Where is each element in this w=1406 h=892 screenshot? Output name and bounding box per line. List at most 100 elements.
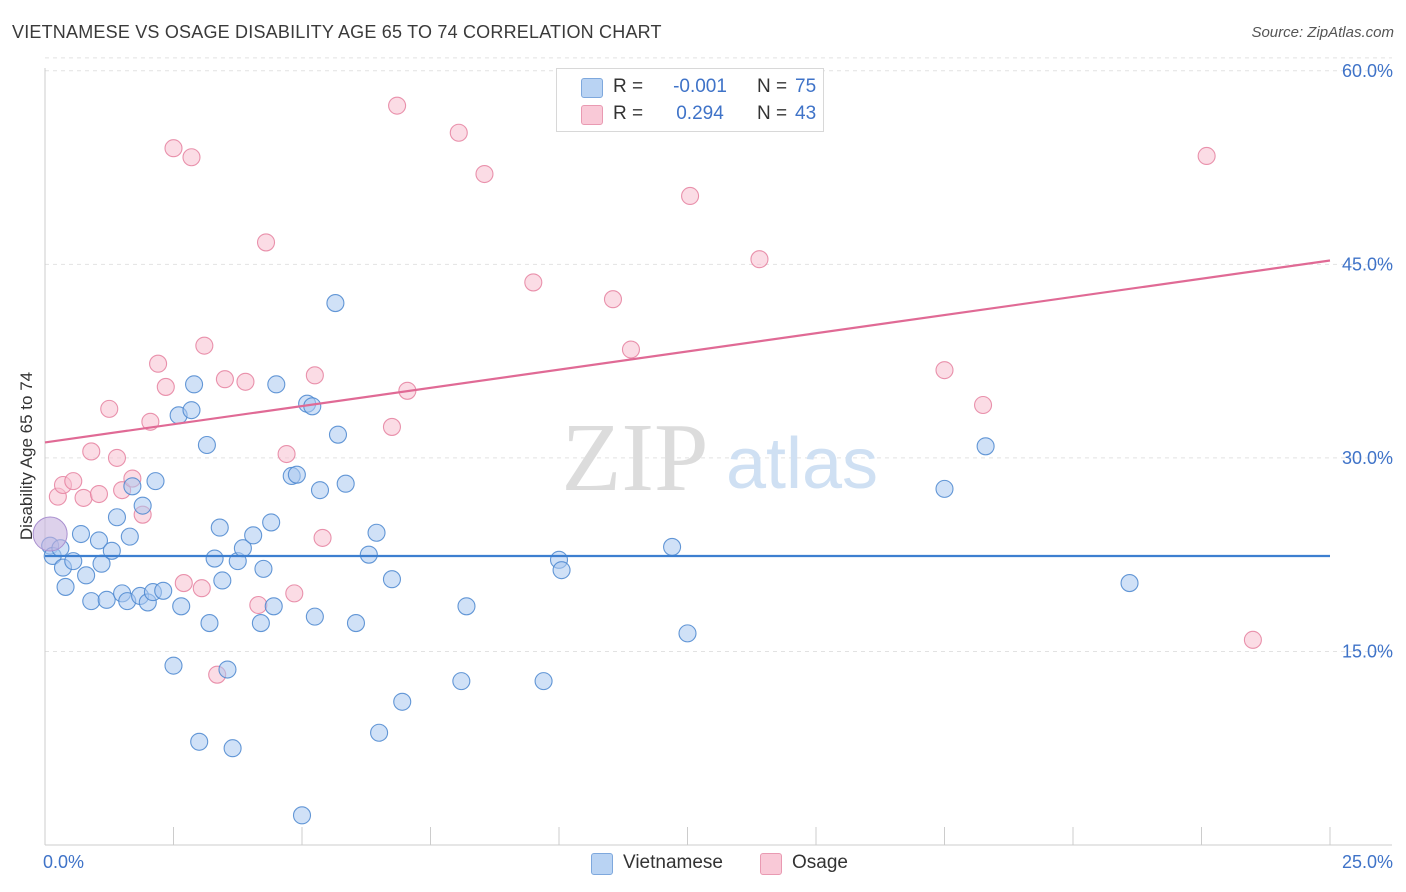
vietnamese-point	[251, 614, 270, 633]
osage-point	[89, 484, 109, 504]
legend-r-value: -0.001	[673, 76, 727, 97]
x-tick-label: 25.0%	[1342, 852, 1393, 872]
vietnamese-point	[976, 437, 995, 456]
vietnamese-point	[133, 496, 152, 515]
vietnamese-point	[146, 472, 165, 491]
vietnamese-point	[71, 524, 91, 544]
vietnamese-point	[164, 656, 183, 675]
vietnamese-point	[267, 375, 286, 394]
vietnamese-point	[205, 549, 224, 568]
legend-n-label: N =	[757, 103, 788, 124]
osage-point	[750, 250, 769, 269]
watermark-zip: ZIP	[562, 404, 709, 512]
osage-point	[192, 579, 211, 598]
vietnamese-point	[264, 597, 283, 616]
vietnamese-point	[223, 739, 242, 758]
vietnamese-point	[120, 527, 139, 546]
vietnamese-point	[328, 425, 348, 444]
osage-point	[1243, 630, 1262, 649]
watermark: ZIP atlas	[562, 404, 879, 512]
vietnamese-point	[185, 375, 204, 394]
vietnamese-point	[56, 577, 75, 596]
tick-labels: 15.0% 30.0% 45.0% 60.0% 0.0% 25.0%	[43, 61, 1393, 872]
legend-swatch-vietnamese	[581, 78, 603, 98]
trend-lines	[44, 259, 1331, 558]
osage-point	[935, 361, 954, 380]
osage-point	[249, 595, 268, 615]
osage-point	[74, 488, 93, 507]
y-tick-label: 45.0%	[1342, 254, 1393, 274]
data-points	[32, 96, 1262, 825]
vietnamese-point	[218, 660, 237, 679]
legend-swatch-osage	[581, 105, 603, 125]
watermark-atlas: atlas	[726, 424, 878, 504]
osage-point	[603, 290, 623, 309]
vietnamese-point	[154, 581, 173, 600]
vietnamese-point	[190, 732, 209, 751]
vietnamese-point	[336, 474, 355, 493]
bottom-legend-swatch-vietnamese	[591, 853, 613, 875]
vietnamese-point	[213, 571, 232, 590]
osage-point	[524, 273, 543, 292]
osage-point	[1197, 146, 1216, 166]
y-tick-label: 60.0%	[1342, 61, 1393, 81]
chart-title: VIETNAMESE VS OSAGE DISABILITY AGE 65 TO…	[12, 22, 662, 42]
vietnamese-point	[107, 508, 127, 527]
osage-point	[195, 336, 214, 355]
vietnamese-point	[97, 590, 116, 609]
vietnamese-point	[452, 672, 471, 691]
osage-point	[182, 148, 201, 167]
vietnamese-point	[534, 672, 553, 691]
osage-point	[174, 574, 193, 593]
bottom-legend-swatch-osage	[760, 853, 782, 875]
vietnamese-point	[1120, 574, 1139, 593]
legend-n-value: 43	[795, 103, 817, 124]
vietnamese-point	[457, 597, 476, 616]
osage-point	[236, 372, 255, 391]
osage-point	[277, 444, 296, 464]
osage-point	[82, 442, 101, 461]
vietnamese-point	[359, 545, 378, 564]
vietnamese-point	[367, 523, 386, 542]
osage-point	[215, 370, 234, 389]
vietnamese-point	[182, 401, 201, 420]
vietnamese-point	[382, 570, 402, 589]
vietnamese-point	[210, 518, 229, 537]
y-axis-label: Disability Age 65 to 74	[17, 372, 36, 540]
vietnamese-point	[552, 561, 571, 580]
legend-r-label: R =	[613, 103, 644, 124]
osage-point	[156, 377, 175, 396]
osage-point	[305, 366, 324, 385]
osage-point	[621, 340, 641, 359]
x-tick-label: 0.0%	[43, 852, 84, 872]
vietnamese-point	[663, 537, 682, 556]
vietnamese-point	[244, 526, 263, 545]
legend-r-label: R =	[613, 76, 644, 97]
legend-n-label: N =	[757, 76, 788, 97]
osage-point	[256, 233, 276, 252]
vietnamese-point	[393, 692, 412, 711]
vietnamese-point	[305, 607, 324, 626]
osage-point	[681, 186, 700, 206]
osage-point	[449, 123, 468, 142]
y-tick-label: 15.0%	[1342, 641, 1393, 661]
vietnamese-point	[82, 592, 101, 611]
vietnamese-point	[310, 481, 330, 500]
osage-point	[149, 354, 168, 373]
osage-point	[107, 448, 127, 467]
vietnamese-point	[172, 597, 191, 616]
osage-point	[164, 139, 183, 158]
overlap-point	[32, 516, 68, 552]
vietnamese-point	[326, 294, 345, 313]
y-tick-label: 30.0%	[1342, 448, 1393, 468]
bottom-legend-label: Vietnamese	[623, 852, 723, 873]
grid-lines	[45, 57, 1392, 652]
vietnamese-point	[292, 806, 312, 825]
source-label: Source: ZipAtlas.com	[1251, 24, 1394, 41]
vietnamese-point	[254, 559, 273, 578]
osage-point	[100, 399, 119, 418]
vietnamese-point	[123, 477, 142, 496]
osage-point	[973, 395, 993, 415]
osage-point	[285, 584, 304, 603]
